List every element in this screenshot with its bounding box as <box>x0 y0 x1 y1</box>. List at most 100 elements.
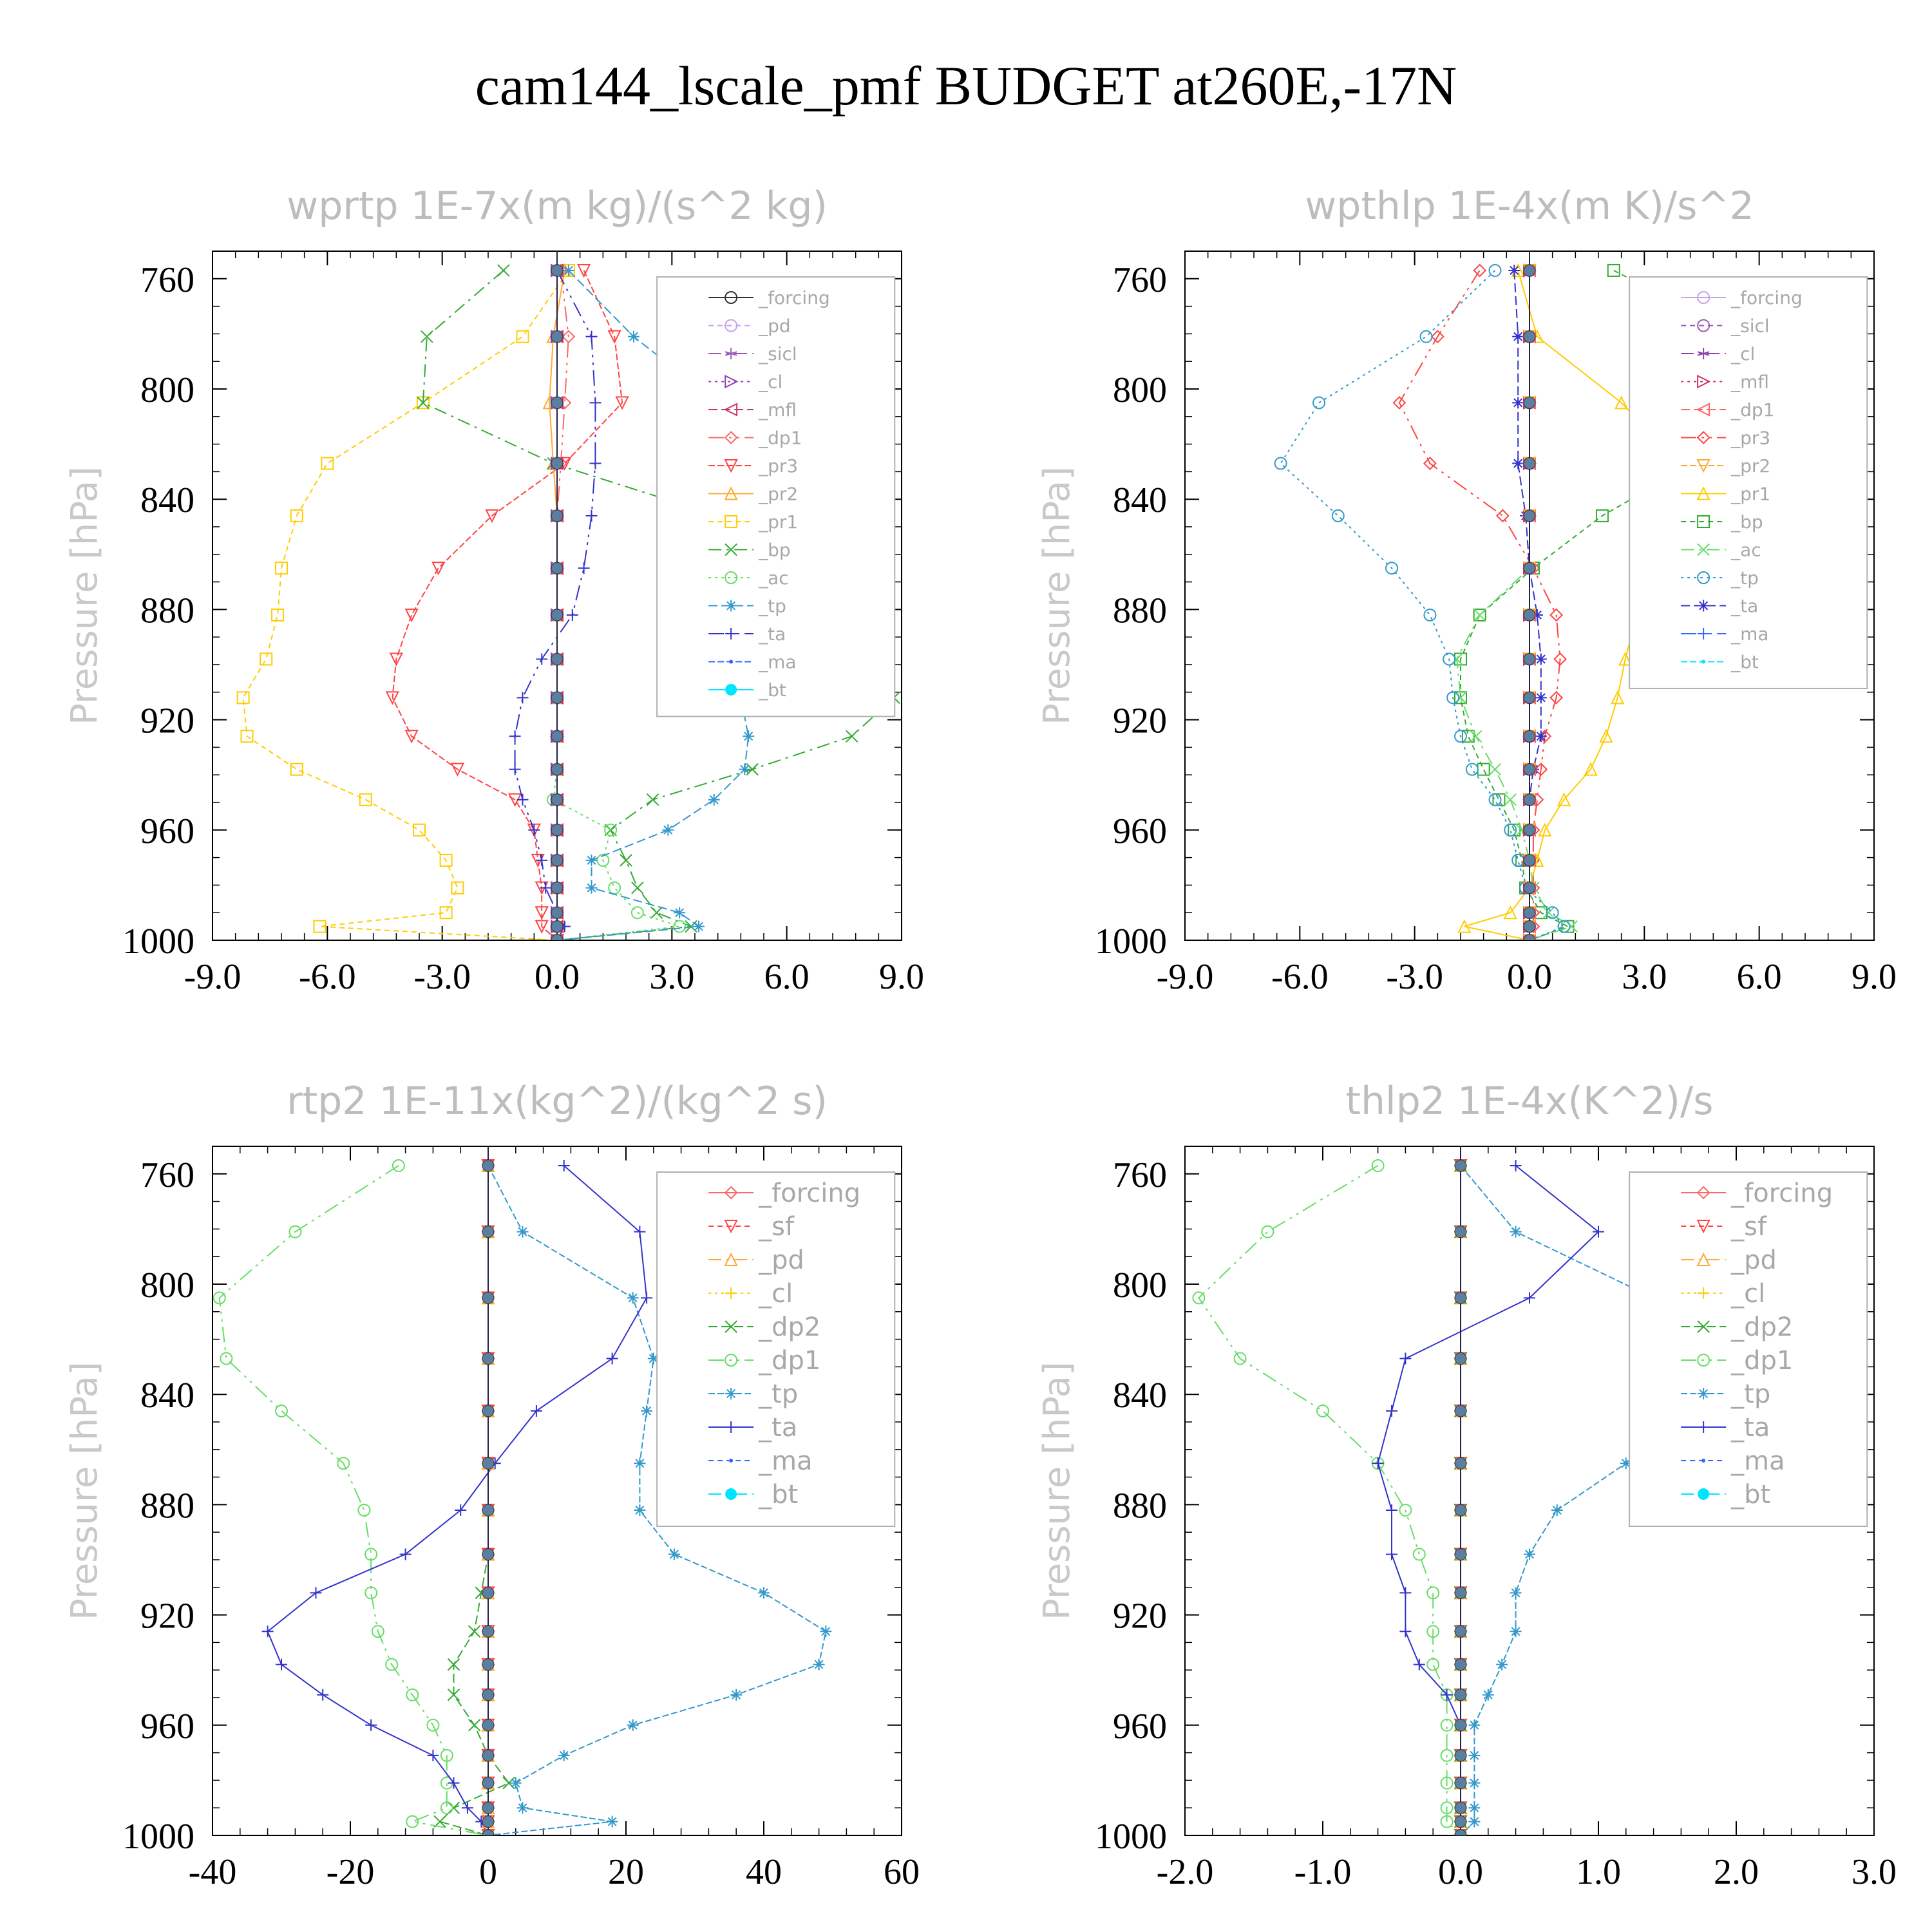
series-line-dp1 <box>218 1165 489 1835</box>
data-point-dp1 <box>1440 1801 1454 1815</box>
data-point-ta <box>1512 397 1524 409</box>
data-point-ta <box>589 457 601 469</box>
data-point-ta <box>1535 692 1547 704</box>
legend-entry-ma: _ma <box>1730 623 1768 645</box>
legend-marker <box>1697 319 1710 332</box>
legend-marker <box>1696 459 1710 473</box>
data-point-bp <box>1607 263 1620 277</box>
legend-marker <box>724 1354 738 1367</box>
data-point-bp <box>631 881 644 895</box>
legend-marker <box>1701 1459 1706 1463</box>
y-tick-label: 920 <box>140 701 194 741</box>
data-point-ac <box>1504 793 1517 806</box>
chart-panel-1: wprtp 1E-7x(m kg)/(s^2 kg) Pressure [hPa]… <box>64 184 924 997</box>
zero-line-point <box>482 1226 495 1238</box>
data-point-dp2 <box>468 1719 481 1732</box>
data-point-pr1 <box>290 762 303 776</box>
zero-line-point <box>1523 609 1536 621</box>
data-point-pr1 <box>321 457 334 470</box>
data-point-dp1 <box>440 1801 453 1815</box>
legend-entry-dp1: _dp1 <box>1730 399 1774 421</box>
data-point-ta <box>1386 1405 1397 1417</box>
zero-line-point <box>551 562 564 574</box>
zero-line-point <box>1454 1801 1467 1814</box>
legend-marker <box>729 1459 734 1463</box>
data-point-tp <box>758 1587 770 1599</box>
data-point-ta <box>1512 457 1524 469</box>
chart-panel-4: thlp2 1E-4x(K^2)/s Pressure [hPa] -2.0 -1.0… <box>1036 1079 1897 1892</box>
zero-line-point <box>1454 1405 1467 1417</box>
series-group <box>213 1146 832 1835</box>
data-point-pr1 <box>1503 905 1517 920</box>
data-point-ac <box>604 823 618 837</box>
data-point-ta <box>585 509 598 522</box>
data-point-dp1 <box>1399 1503 1412 1517</box>
zero-line-point <box>551 824 564 837</box>
legend-marker <box>725 1388 737 1399</box>
legend-entry-cl: _cl <box>1730 343 1755 365</box>
zero-line-point <box>482 1625 495 1638</box>
data-point-ta <box>530 1405 542 1417</box>
zero-line-point <box>551 730 564 743</box>
y-tick-label: 920 <box>1113 1596 1167 1636</box>
data-point-pr1 <box>359 793 372 806</box>
legend-marker <box>725 600 737 612</box>
series-line-dp1 <box>1198 1165 1461 1835</box>
data-point-ta <box>585 330 598 343</box>
data-point-ta <box>566 609 578 621</box>
y-tick-label: 1000 <box>1095 1817 1167 1857</box>
legend-entry-forcing: _forcing <box>1730 1179 1833 1208</box>
data-point-pr1 <box>1457 919 1472 933</box>
data-point-tp <box>1488 793 1502 806</box>
legend-entry-pr3: _pr3 <box>758 455 798 477</box>
x-tick-label: -6.0 <box>299 957 356 997</box>
data-point-dp1 <box>1440 1776 1454 1790</box>
zero-line-point <box>1523 793 1536 806</box>
zero-line-point <box>551 509 564 522</box>
legend-entry-sicl: _sicl <box>758 343 797 365</box>
series-line-tp <box>1280 270 1566 940</box>
data-point-ta <box>516 793 529 806</box>
panel-title: wprtp 1E-7x(m kg)/(s^2 kg) <box>287 184 828 229</box>
data-point-tp <box>708 793 720 806</box>
panel-title: rtp2 1E-11x(kg^2)/(kg^2 s) <box>287 1079 828 1124</box>
legend-entry-forcing: _forcing <box>758 1179 860 1208</box>
legend-entry-dp2: _dp2 <box>1730 1312 1793 1342</box>
legend-entry-bt: _bt <box>758 679 786 701</box>
data-point-ta <box>1535 730 1547 743</box>
data-point-tp <box>1482 1689 1494 1701</box>
zero-line-point <box>482 1829 495 1835</box>
legend-entry-bt: _bt <box>758 1480 798 1510</box>
legend-marker <box>724 291 738 304</box>
legend-marker <box>723 402 738 417</box>
legend-marker <box>724 348 737 359</box>
zero-line-point <box>482 1352 495 1365</box>
data-point-ta <box>1510 1159 1522 1171</box>
data-point-pr1 <box>313 920 327 933</box>
data-point-ta <box>1508 264 1520 276</box>
data-point-pr3 <box>404 730 419 744</box>
plot-frame <box>1184 1146 1875 1836</box>
data-point-ta <box>578 562 590 574</box>
y-axis-label: Pressure [hPa] <box>64 466 106 725</box>
y-tick-label: 880 <box>140 1486 194 1526</box>
series-group <box>1192 1146 1756 1835</box>
data-point-ta <box>317 1689 329 1701</box>
x-tick-label: -40 <box>189 1852 237 1892</box>
zero-line-point <box>1454 1689 1467 1701</box>
y-tick-label: 1000 <box>1095 922 1167 961</box>
zero-line-point <box>482 1689 495 1701</box>
zero-line-point <box>1454 1749 1467 1762</box>
legend-marker <box>1698 1421 1710 1433</box>
series-group <box>1274 251 1797 940</box>
data-point-pr1 <box>275 562 288 575</box>
legend-marker <box>724 459 738 473</box>
legend-marker <box>1697 348 1710 359</box>
data-point-pr1 <box>290 509 303 522</box>
legend-entry-pd: _pd <box>758 1245 804 1275</box>
zero-line-point <box>1523 920 1536 933</box>
zero-line-point <box>482 1777 495 1790</box>
legend-marker <box>1698 628 1710 639</box>
x-tick-label: 1.0 <box>1576 1852 1621 1892</box>
data-point-bp <box>646 793 659 806</box>
